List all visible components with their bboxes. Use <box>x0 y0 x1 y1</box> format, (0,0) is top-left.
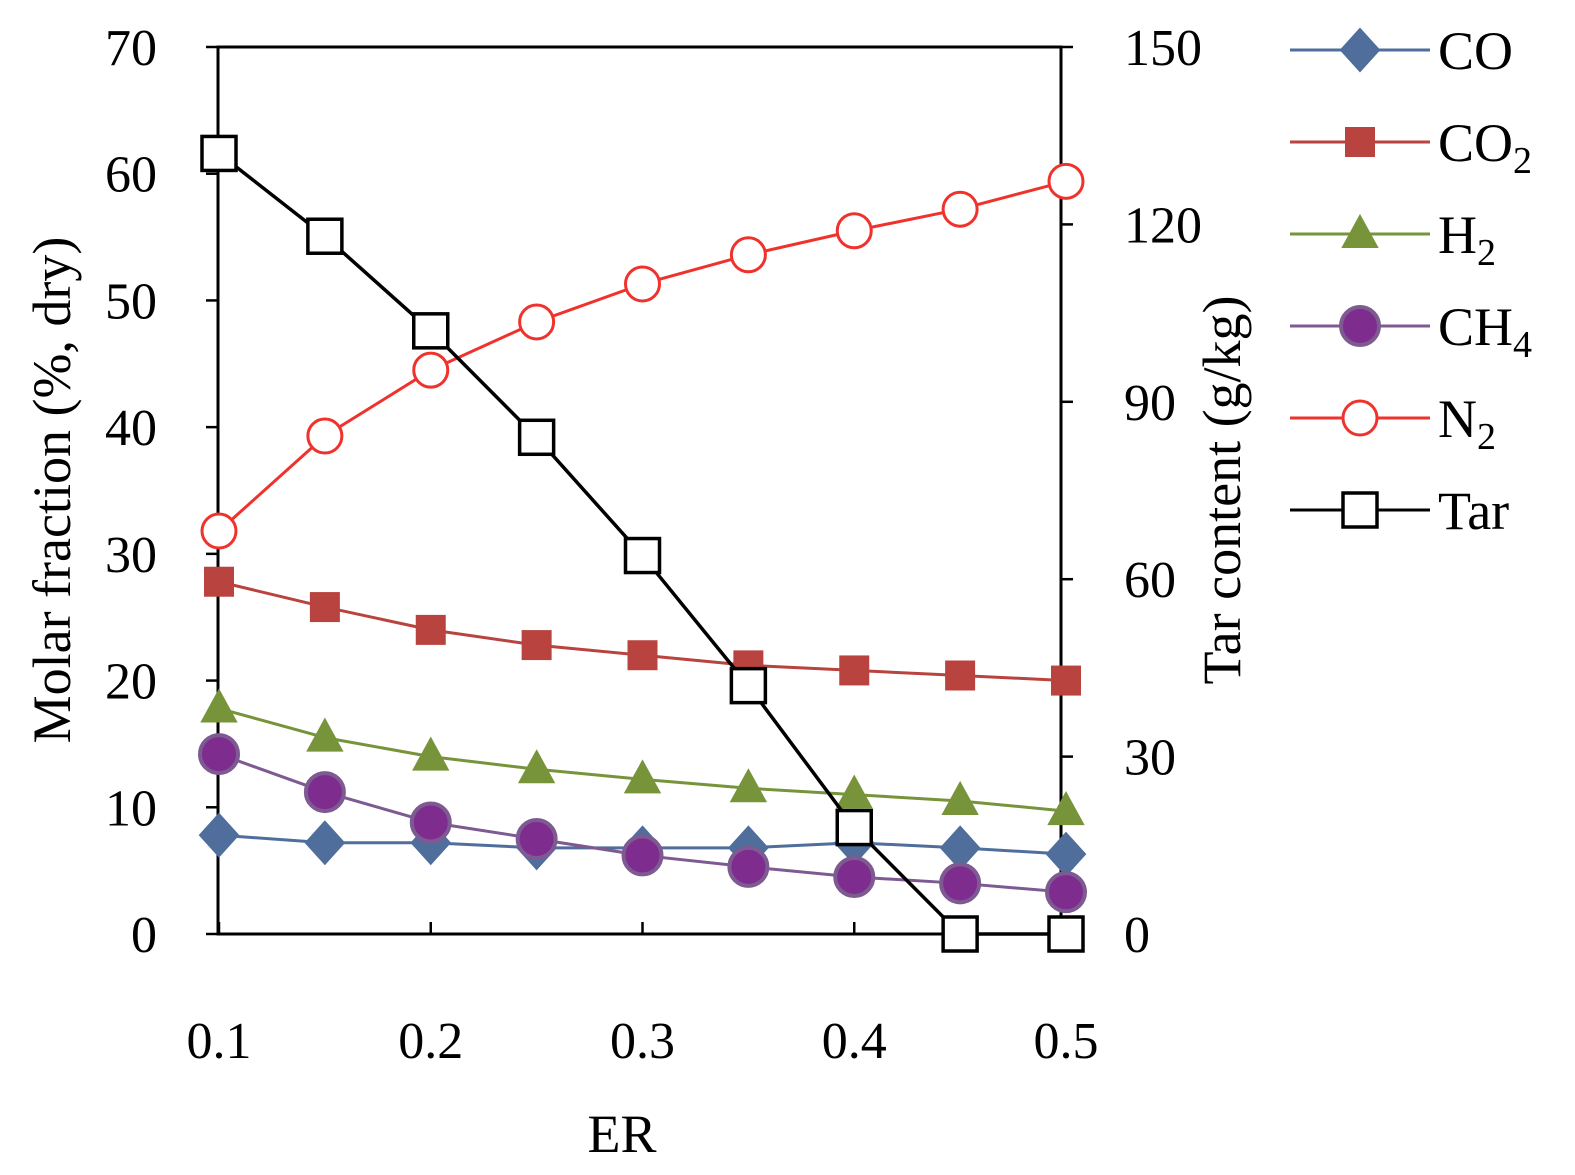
data-point-tar <box>1047 915 1085 953</box>
x-tick-label: 0.4 <box>822 1013 887 1070</box>
data-point-h2 <box>623 759 662 794</box>
data-point-ch4 <box>515 817 558 860</box>
series-tar <box>200 134 1085 953</box>
y2-tick-label: 120 <box>1124 197 1202 254</box>
data-point-ch4 <box>939 862 982 905</box>
legend-label: H2 <box>1438 205 1496 274</box>
y-tick-label: 30 <box>105 527 157 584</box>
y-tick-label: 10 <box>105 780 157 837</box>
legend-item-tar: Tar <box>1290 481 1509 541</box>
data-point-h2 <box>835 774 873 809</box>
legend-label: Tar <box>1438 481 1509 541</box>
legend-label: CO2 <box>1438 113 1532 182</box>
data-point-ch4 <box>833 855 876 898</box>
y-tick-label: 70 <box>105 20 157 77</box>
legend-item-n2: N2 <box>1290 389 1496 458</box>
y2-axis-title: Tar content (g/kg) <box>1192 295 1252 684</box>
data-point-ch4 <box>727 845 770 888</box>
legend: CO CO2 H2 CH4 N2 Tar <box>1290 21 1532 541</box>
y2-tick-label: 150 <box>1124 20 1202 77</box>
data-point-n2 <box>518 303 556 341</box>
data-point-tar <box>517 418 556 457</box>
data-point-ch4 <box>303 771 346 814</box>
data-point-tar <box>623 536 662 575</box>
y-axis-title: Molar fraction (%, dry) <box>22 237 82 744</box>
y-tick-label: 20 <box>105 654 157 711</box>
legend-marker <box>1345 127 1375 157</box>
series-n2 <box>200 162 1085 550</box>
data-point-co2 <box>945 660 976 691</box>
data-point-tar <box>200 134 238 173</box>
data-point-h2 <box>306 717 344 752</box>
data-point-h2 <box>412 736 450 771</box>
legend-label: CH4 <box>1438 297 1532 366</box>
legend-item-ch4: CH4 <box>1290 297 1532 366</box>
plot-frame <box>216 45 1063 936</box>
data-point-h2 <box>729 768 768 803</box>
data-point-co2 <box>309 592 340 623</box>
legend-item-h2: H2 <box>1290 205 1496 274</box>
y2-tick-label: 60 <box>1124 552 1176 609</box>
legend-item-co: CO <box>1290 21 1513 81</box>
y2-tick-label: 0 <box>1124 907 1150 964</box>
data-point-ch4 <box>621 834 664 877</box>
data-point-co2 <box>204 566 234 597</box>
data-point-n2 <box>729 236 767 274</box>
legend-marker <box>1341 491 1379 529</box>
y-tick-label: 40 <box>105 400 157 457</box>
data-point-n2 <box>200 512 238 550</box>
data-point-h2 <box>200 688 238 723</box>
legend-marker <box>1339 305 1381 347</box>
data-point-h2 <box>1047 791 1085 826</box>
legend-label: CO <box>1438 21 1513 81</box>
data-point-h2 <box>517 749 556 784</box>
data-point-co2 <box>521 630 552 661</box>
legend-label: N2 <box>1438 389 1496 458</box>
data-point-tar <box>835 808 873 847</box>
legend-marker <box>1341 399 1379 437</box>
y2-tick-label: 90 <box>1124 375 1176 432</box>
x-tick-label: 0.5 <box>1034 1013 1099 1070</box>
legend-item-co2: CO2 <box>1290 113 1532 182</box>
data-point-n2 <box>412 351 450 389</box>
x-tick-label: 0.1 <box>187 1013 252 1070</box>
data-point-n2 <box>1047 162 1085 200</box>
y-tick-label: 60 <box>105 147 157 204</box>
data-point-co <box>304 820 346 866</box>
y2-tick-label: 30 <box>1124 730 1176 787</box>
series-line-n2 <box>217 179 1067 533</box>
data-point-tar <box>412 312 450 350</box>
data-point-tar <box>941 915 979 953</box>
data-point-co2 <box>415 614 446 645</box>
data-point-co <box>1045 831 1087 877</box>
legend-marker <box>1339 27 1381 73</box>
legend-marker <box>1341 213 1379 248</box>
series-co2 <box>204 566 1081 696</box>
series-group <box>198 134 1087 953</box>
data-point-tar <box>729 666 768 705</box>
data-point-ch4 <box>1045 871 1087 914</box>
data-point-h2 <box>941 780 979 815</box>
y-tick-label: 0 <box>131 907 157 964</box>
data-point-n2 <box>941 190 979 228</box>
x-tick-label: 0.3 <box>610 1013 675 1070</box>
y-tick-label: 50 <box>105 273 157 330</box>
data-point-n2 <box>624 265 661 303</box>
data-point-ch4 <box>198 733 240 776</box>
data-point-co2 <box>1051 665 1081 696</box>
data-point-n2 <box>306 417 344 455</box>
data-point-co2 <box>839 655 870 686</box>
x-axis-title: ER <box>587 1104 656 1164</box>
series-ch4 <box>198 733 1087 914</box>
data-point-tar <box>306 217 344 255</box>
data-point-ch4 <box>409 801 452 844</box>
series-h2 <box>200 688 1085 826</box>
x-tick-label: 0.2 <box>398 1013 463 1070</box>
data-point-n2 <box>835 212 873 250</box>
axis-ticks: 0.1 0.2 0.3 0.4 0.5 0 10 20 30 40 50 60 70 0 30 60 90 120… <box>105 20 1202 1070</box>
data-point-co2 <box>627 640 658 671</box>
data-point-co <box>198 812 240 858</box>
